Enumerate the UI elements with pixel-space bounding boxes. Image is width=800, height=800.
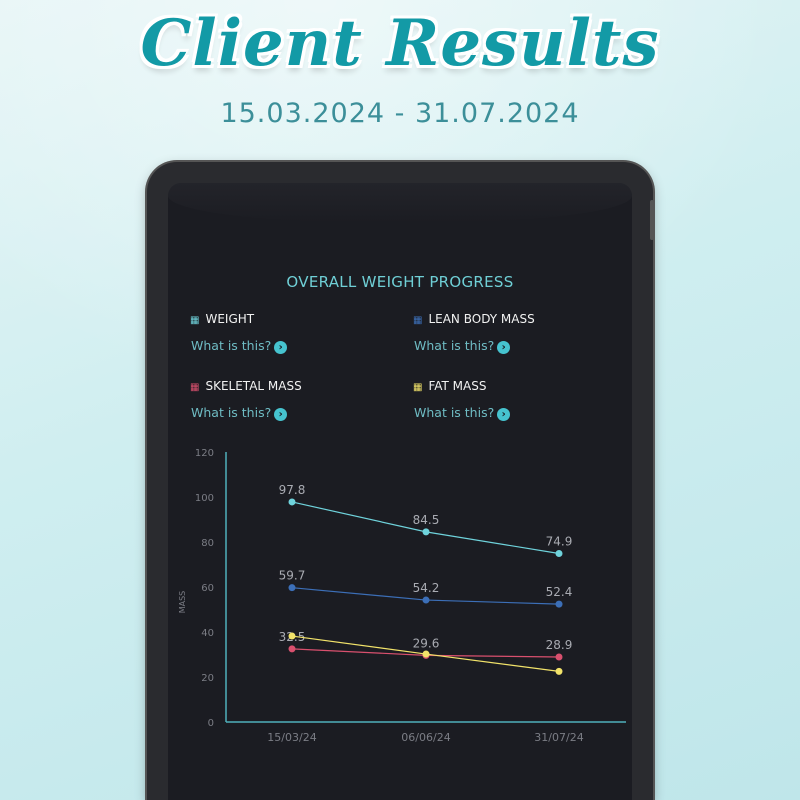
card-title: OVERALL WEIGHT PROGRESS — [286, 273, 514, 291]
help-label: What is this? — [191, 338, 272, 353]
data-point — [555, 653, 563, 661]
legend-lean-body-mass[interactable]: ▦ LEAN BODY MASS — [413, 312, 535, 326]
data-point — [555, 667, 563, 675]
x-tick-label: 31/07/24 — [534, 731, 583, 744]
page-title: Client Results — [140, 6, 660, 81]
data-label: 29.6 — [413, 636, 440, 650]
y-axis-label: MASS — [178, 591, 187, 614]
data-point — [422, 596, 430, 604]
data-label: 59.7 — [279, 569, 306, 583]
help-link-weight[interactable]: What is this? › — [191, 338, 288, 354]
y-tick-label: 80 — [201, 538, 214, 549]
legend-label: LEAN BODY MASS — [428, 312, 535, 326]
date-range: 15.03.2024 - 31.07.2024 — [220, 98, 580, 129]
data-point — [555, 549, 563, 557]
data-point — [288, 584, 296, 592]
y-tick-label: 20 — [201, 673, 214, 684]
x-tick-label: 06/06/24 — [401, 731, 450, 744]
help-label: What is this? — [414, 405, 495, 420]
y-tick-label: 40 — [201, 628, 214, 639]
chevron-right-circle-icon: › — [497, 408, 511, 421]
legend-swatch-icon: ▦ — [190, 382, 200, 393]
tablet-screen: OVERALL WEIGHT PROGRESS ▦ WEIGHT What is … — [168, 183, 632, 800]
data-point — [422, 650, 430, 658]
chevron-right-circle-icon: › — [274, 408, 288, 421]
help-link-lean-body-mass[interactable]: What is this? › — [414, 338, 511, 354]
data-point — [555, 600, 563, 608]
legend-label: FAT MASS — [428, 379, 487, 393]
data-label: 52.4 — [546, 585, 573, 599]
data-label: 97.8 — [279, 483, 306, 497]
data-label: 84.5 — [413, 513, 440, 527]
y-tick-label: 0 — [208, 718, 214, 729]
data-point — [422, 528, 430, 536]
weight-progress-chart: 0 20 40 60 80 100 120 15/03/24 06/06/24 31/07/24 M… — [178, 448, 626, 744]
screen-header-shade — [168, 183, 632, 223]
legend-skeletal-mass[interactable]: ▦ SKELETAL MASS — [190, 379, 302, 393]
tablet-side-button — [650, 200, 654, 240]
data-label: 28.9 — [546, 638, 573, 652]
chevron-right-circle-icon: › — [274, 341, 288, 354]
y-tick-label: 120 — [195, 448, 214, 459]
help-label: What is this? — [191, 405, 272, 420]
help-link-skeletal-mass[interactable]: What is this? › — [191, 405, 288, 421]
x-tick-label: 15/03/24 — [267, 731, 316, 744]
data-point — [288, 645, 296, 653]
legend-label: WEIGHT — [205, 312, 255, 326]
legend-swatch-icon: ▦ — [413, 315, 423, 326]
y-tick-label: 100 — [195, 493, 214, 504]
help-link-fat-mass[interactable]: What is this? › — [414, 405, 511, 421]
y-tick-label: 60 — [201, 583, 214, 594]
legend-fat-mass[interactable]: ▦ FAT MASS — [413, 379, 486, 393]
data-label: 54.2 — [413, 581, 440, 595]
data-point — [288, 632, 296, 640]
series-line-weight — [291, 501, 560, 555]
legend-swatch-icon: ▦ — [190, 315, 200, 326]
legend-weight[interactable]: ▦ WEIGHT — [190, 312, 254, 326]
legend-label: SKELETAL MASS — [205, 379, 302, 393]
data-label: 74.9 — [546, 534, 573, 548]
chevron-right-circle-icon: › — [497, 341, 511, 354]
legend-swatch-icon: ▦ — [413, 382, 423, 393]
help-label: What is this? — [414, 338, 495, 353]
data-point — [288, 498, 296, 506]
